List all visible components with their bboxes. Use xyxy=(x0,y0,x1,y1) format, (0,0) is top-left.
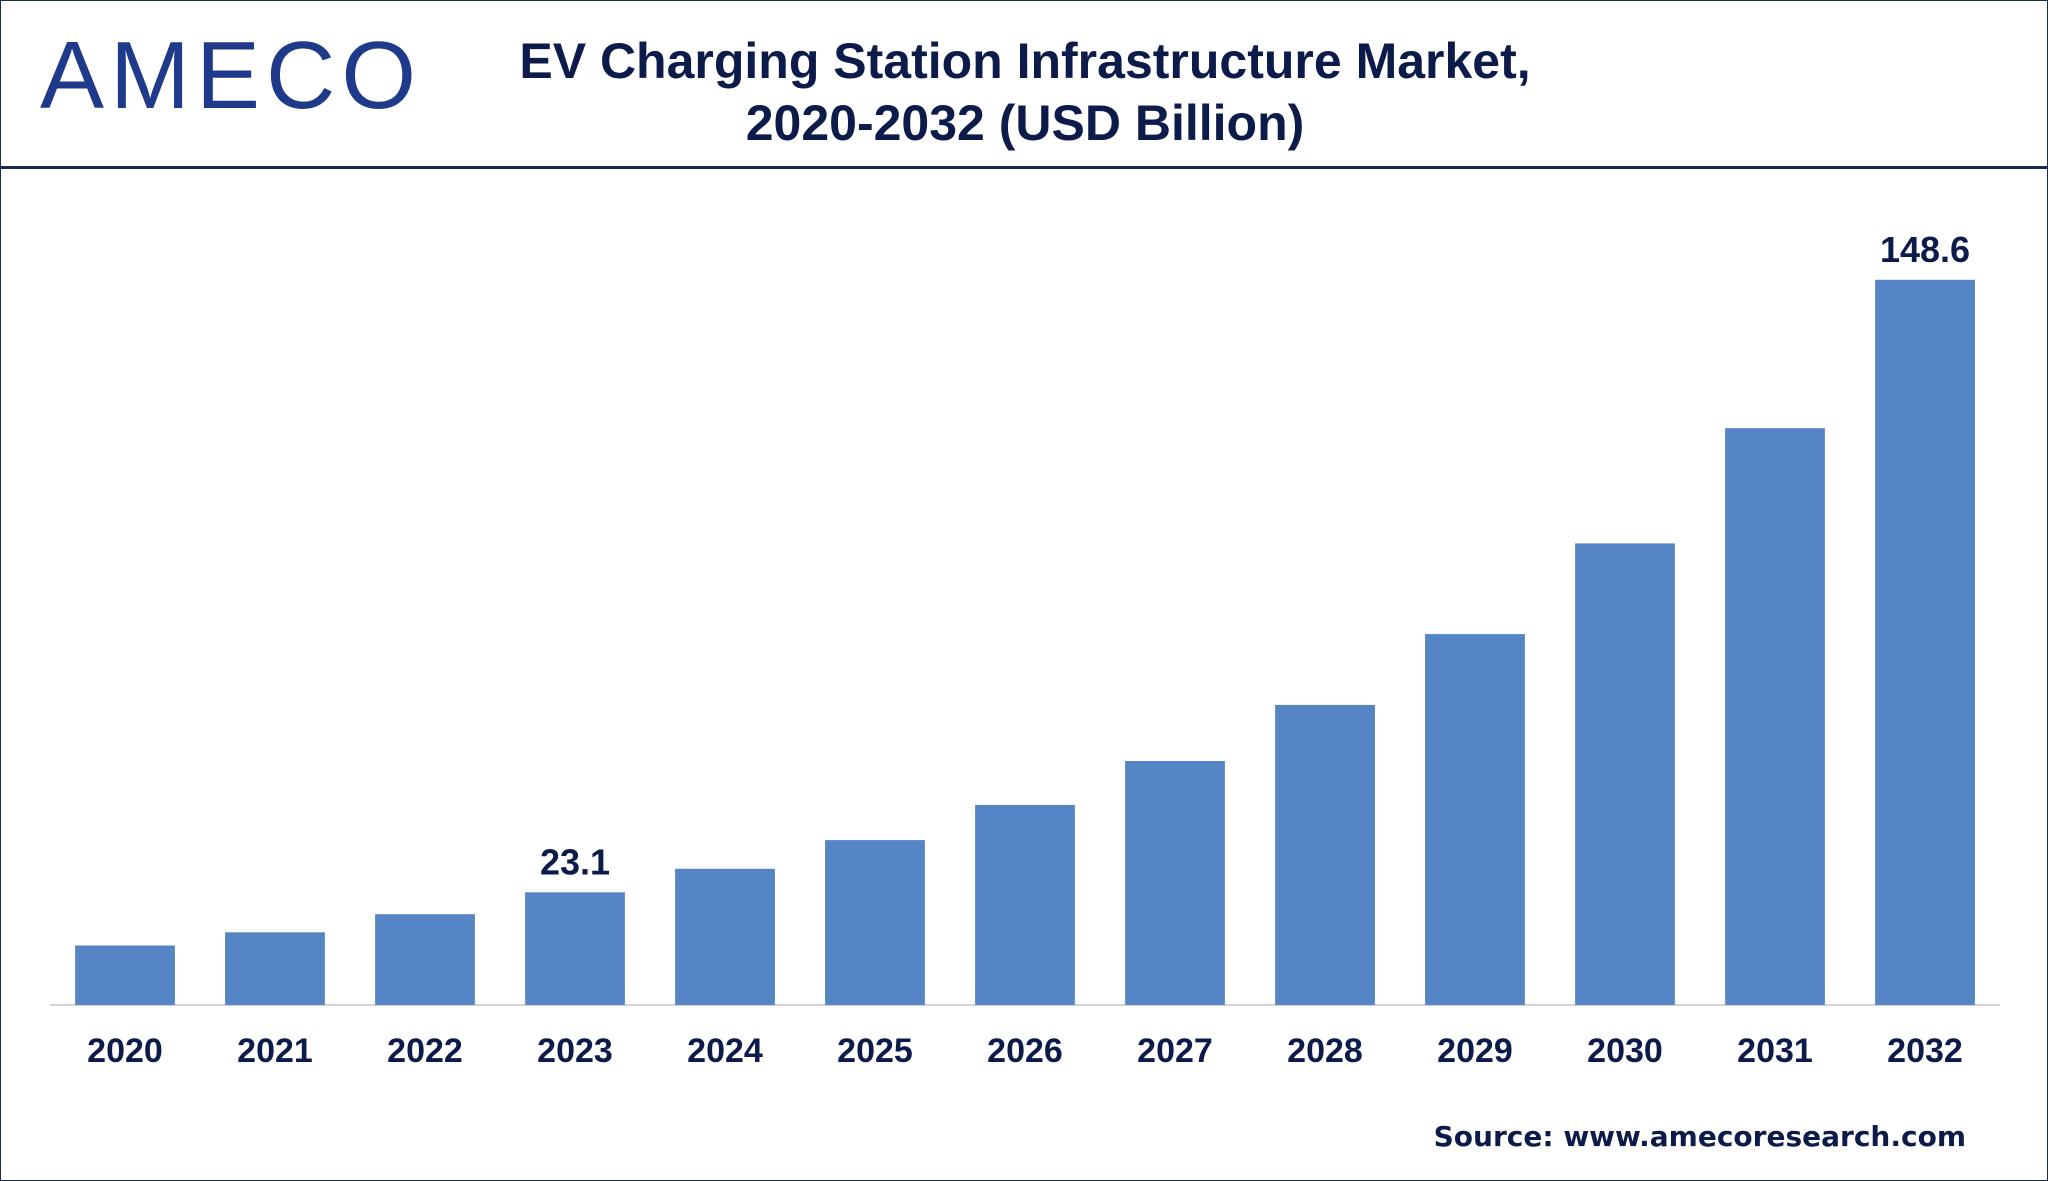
x-tick-label-2020: 2020 xyxy=(87,1032,163,1070)
ameco-logo: AMECO xyxy=(40,22,423,129)
bar-2031 xyxy=(1725,428,1825,1005)
x-tick-label-2030: 2030 xyxy=(1587,1032,1663,1070)
x-tick-label-2031: 2031 xyxy=(1737,1032,1813,1070)
bars-group xyxy=(75,279,1975,1005)
x-tick-label-2029: 2029 xyxy=(1437,1032,1513,1070)
bar-2022 xyxy=(375,914,475,1005)
bar-2029 xyxy=(1425,634,1525,1005)
bar-2021 xyxy=(225,932,325,1005)
source-note: Source: www.amecoresearch.com xyxy=(1433,1120,1966,1153)
data-label-2032: 148.6 xyxy=(1880,229,1970,270)
x-tick-label-2023: 2023 xyxy=(537,1032,613,1070)
bar-2020 xyxy=(75,945,175,1005)
x-tick-label-2025: 2025 xyxy=(837,1032,913,1070)
bar-2023 xyxy=(525,892,625,1005)
data-label-2023: 23.1 xyxy=(540,841,610,882)
bar-2026 xyxy=(975,804,1075,1005)
x-tick-label-2024: 2024 xyxy=(687,1032,763,1070)
bar-2027 xyxy=(1125,761,1225,1005)
bar-2024 xyxy=(675,868,775,1005)
x-tick-label-2032: 2032 xyxy=(1887,1032,1963,1070)
header-divider xyxy=(0,166,2048,169)
bar-2032 xyxy=(1875,279,1975,1005)
labels-group: 2020 2021 2022 2023 2024 2025 2026 2027 2028 2029… xyxy=(87,229,1970,1070)
chart-title: EV Charging Station Infrastructure Marke… xyxy=(400,30,1650,154)
x-tick-label-2028: 2028 xyxy=(1287,1032,1363,1070)
chart-title-line2: 2020-2032 (USD Billion) xyxy=(745,95,1305,151)
x-tick-label-2027: 2027 xyxy=(1137,1032,1213,1070)
x-tick-label-2026: 2026 xyxy=(987,1032,1063,1070)
chart-title-line1: EV Charging Station Infrastructure Marke… xyxy=(519,33,1531,89)
bar-2025 xyxy=(825,840,925,1005)
x-tick-label-2021: 2021 xyxy=(237,1032,313,1070)
bar-2028 xyxy=(1275,704,1375,1005)
bar-2030 xyxy=(1575,543,1675,1005)
x-tick-label-2022: 2022 xyxy=(387,1032,463,1070)
